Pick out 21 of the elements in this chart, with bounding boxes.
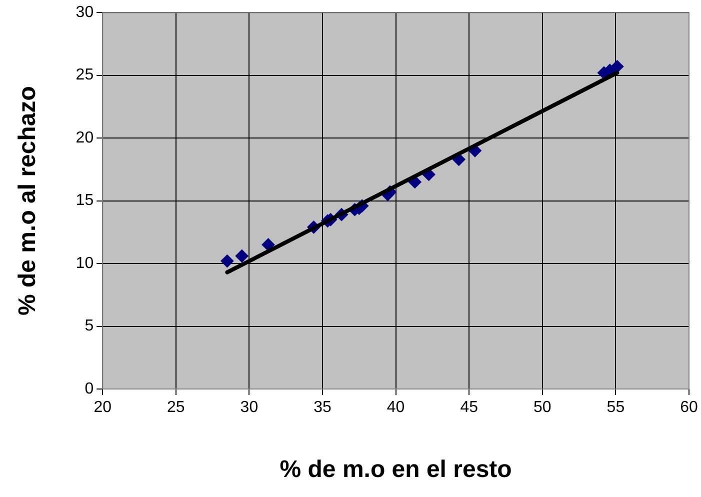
y-tick-label: 25 — [76, 66, 94, 84]
point — [262, 238, 275, 252]
point — [235, 250, 248, 263]
x-axis-title: % de m.o en el resto — [280, 456, 512, 484]
x-tick-label: 50 — [534, 399, 552, 416]
y-tick-label: 10 — [76, 254, 94, 272]
x-tick-label: 30 — [240, 399, 258, 416]
x-tick-label: 55 — [606, 399, 625, 416]
y-tick-label: 0 — [84, 380, 94, 398]
x-tick-label: 35 — [314, 399, 332, 416]
y-tick-label: 30 — [76, 4, 94, 22]
x-tick-label: 40 — [386, 399, 405, 416]
point — [610, 60, 624, 74]
y-tick-label: 20 — [76, 129, 94, 146]
x-tick-label: 25 — [167, 399, 185, 416]
y-tick-label: 5 — [84, 318, 94, 335]
point — [220, 254, 234, 268]
x-tick-label: 45 — [460, 399, 478, 416]
x-tick-label: 60 — [680, 399, 698, 416]
y-axis-title: % de m.o al rechazo — [14, 86, 42, 316]
y-tick-label: 15 — [76, 192, 94, 210]
